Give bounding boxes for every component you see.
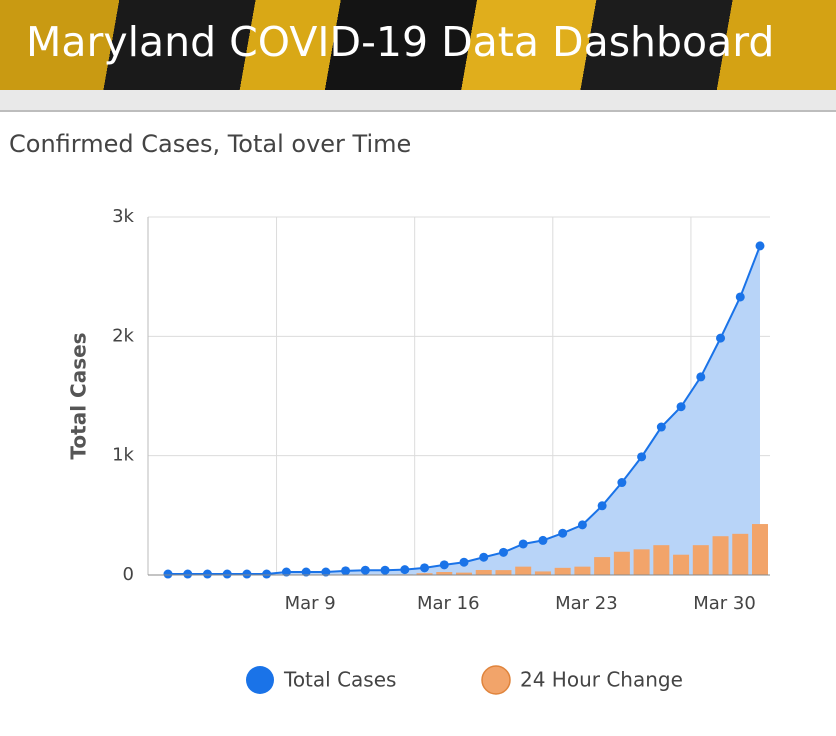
point <box>518 539 528 549</box>
bar <box>515 566 532 575</box>
y-tick-label: 2k <box>112 325 134 346</box>
point <box>439 560 449 570</box>
area <box>168 245 760 575</box>
point <box>577 520 587 530</box>
y-tick-label: 0 <box>123 564 134 585</box>
point <box>262 569 272 579</box>
divider <box>0 90 836 112</box>
point <box>242 569 252 579</box>
point <box>321 567 331 577</box>
bar <box>712 536 729 575</box>
point <box>360 565 370 575</box>
bar <box>752 524 768 575</box>
bar <box>673 554 690 575</box>
legend-item[interactable]: Total Cases <box>246 666 396 694</box>
bar <box>692 545 709 575</box>
bar <box>475 569 492 575</box>
y-tick-label: 3k <box>112 206 134 227</box>
point <box>301 567 311 577</box>
point <box>341 566 351 576</box>
y-axis-label: Total Cases <box>67 332 91 459</box>
legend-label: 24 Hour Change <box>520 668 683 692</box>
bar <box>574 566 591 575</box>
point <box>696 372 706 382</box>
bar <box>456 572 472 575</box>
bar <box>613 551 630 575</box>
point <box>400 565 410 575</box>
point <box>459 557 469 567</box>
point <box>656 422 666 432</box>
header-banner: Maryland COVID-19 Data Dashboard <box>0 0 836 90</box>
point <box>617 478 627 488</box>
point <box>538 535 548 545</box>
legend-item[interactable]: 24 Hour Change <box>481 665 683 695</box>
point <box>735 292 745 302</box>
bar <box>594 557 611 575</box>
bar <box>554 567 571 575</box>
point <box>479 552 489 562</box>
bar <box>416 573 433 575</box>
legend-label: Total Cases <box>283 668 396 692</box>
point <box>755 241 765 251</box>
x-tick-label: Mar 9 <box>285 593 336 614</box>
legend-swatch <box>481 665 511 695</box>
y-tick-label: 1k <box>112 445 134 466</box>
bar <box>436 572 453 575</box>
point <box>420 563 430 573</box>
point <box>558 528 568 538</box>
bar <box>653 545 670 575</box>
point <box>637 452 647 462</box>
bar <box>633 549 650 575</box>
bar <box>495 570 512 575</box>
point <box>183 569 193 579</box>
point <box>163 569 173 579</box>
header-title: Maryland COVID-19 Data Dashboard <box>26 18 775 66</box>
point <box>597 501 607 511</box>
point <box>716 333 726 343</box>
point <box>498 547 508 557</box>
point <box>380 565 390 575</box>
bar <box>534 571 551 575</box>
x-tick-label: Mar 30 <box>693 593 756 614</box>
x-tick-label: Mar 16 <box>417 593 480 614</box>
chart-title: Confirmed Cases, Total over Time <box>9 130 412 158</box>
point <box>676 402 686 412</box>
point <box>281 567 291 577</box>
point <box>202 569 212 579</box>
point <box>222 569 232 579</box>
bar <box>732 533 749 575</box>
legend-swatch <box>246 666 274 694</box>
x-tick-label: Mar 23 <box>555 593 618 614</box>
